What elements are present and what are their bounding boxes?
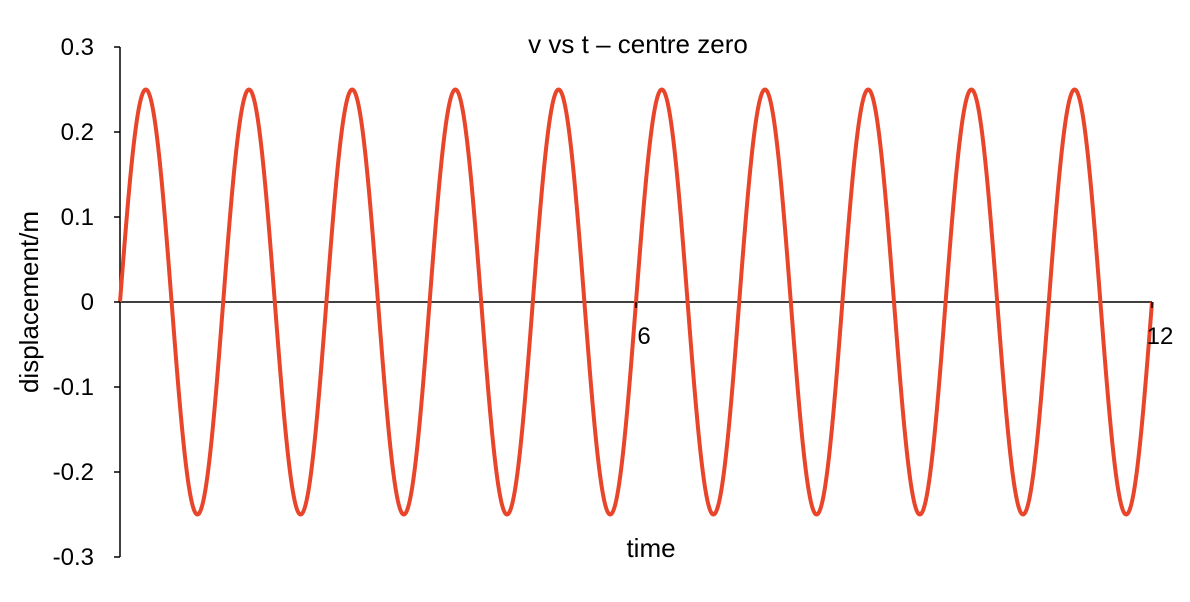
x-tick-label: 12	[1147, 323, 1174, 350]
y-tick-label: 0	[81, 289, 94, 316]
y-tick-label: -0.3	[53, 544, 94, 571]
y-tick-label: -0.2	[53, 459, 94, 486]
chart-title: v vs t – centre zero	[528, 29, 748, 59]
x-tick-label: 6	[637, 323, 650, 350]
y-tick-label: 0.3	[61, 34, 94, 61]
y-axis-label: displacement/m	[14, 211, 44, 393]
y-tick-label: 0.1	[61, 204, 94, 231]
y-tick-label: 0.2	[61, 119, 94, 146]
x-axis-label: time	[626, 533, 675, 563]
y-tick-label: -0.1	[53, 374, 94, 401]
